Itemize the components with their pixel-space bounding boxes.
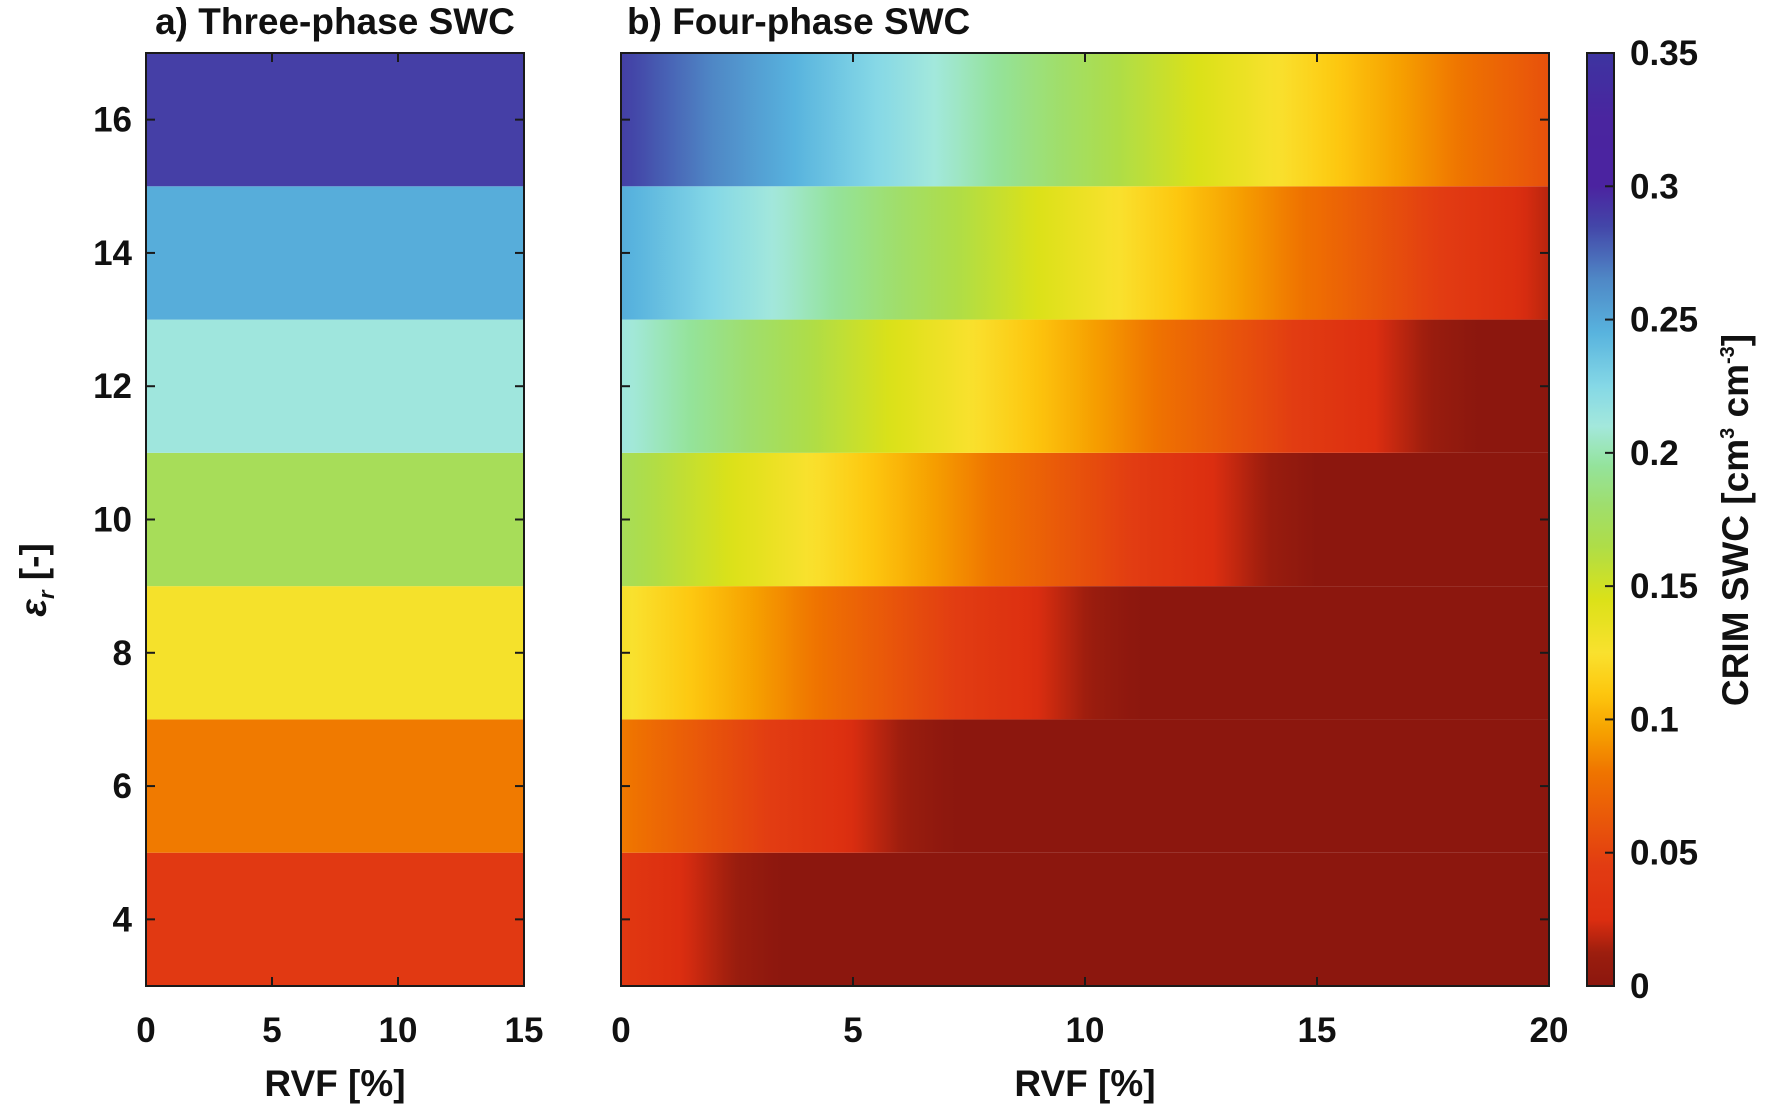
panel-a-title: a) Three-phase SWC — [155, 1, 515, 42]
panel-b-row-er-12 — [621, 319, 1549, 453]
panel-a-x-tick-label: 5 — [262, 1011, 281, 1050]
panel-b-x-tick-label: 20 — [1530, 1011, 1569, 1050]
colorbar-tick-label: 0.15 — [1630, 567, 1698, 606]
colorbar-label-sup2: -3 — [1717, 346, 1739, 364]
y-tick-label: 14 — [93, 234, 132, 273]
panel-a-row-er-12 — [146, 319, 524, 453]
svg-text:CRIM SWC [cm3 cm-3]: CRIM SWC [cm3 cm-3] — [1715, 334, 1756, 706]
y-axis-label-subscript: r — [34, 589, 59, 599]
panel-b-row-er-6 — [621, 719, 1549, 853]
y-tick-label: 6 — [113, 767, 132, 806]
panel-b-x-axis-label: RVF [%] — [1014, 1063, 1155, 1104]
y-tick-label: 10 — [93, 501, 132, 540]
colorbar-tick-label: 0.05 — [1630, 834, 1698, 873]
panel-b-row-er-10 — [621, 452, 1549, 587]
y-axis-label-unit: [-] — [13, 543, 54, 590]
panel-b-x-tick-label: 0 — [611, 1011, 630, 1050]
panel-b-ticks: 0 5 10 15 20 — [611, 53, 1568, 1050]
svg-text:εr [-]: εr [-] — [13, 543, 59, 617]
panel-b-row-er-14 — [621, 186, 1549, 320]
colorbar-label-end: ] — [1715, 334, 1756, 346]
colorbar-ticks: 0 0.05 0.1 0.15 0.2 0.25 0.3 0.35 — [1605, 34, 1698, 1006]
panel-b-heatmap — [621, 53, 1549, 986]
y-axis-label-symbol: ε — [13, 598, 54, 617]
panel-a-row-er-16 — [146, 53, 524, 187]
colorbar-label: CRIM SWC [cm3 cm-3] — [1715, 334, 1756, 706]
y-tick-label: 12 — [93, 367, 132, 406]
panel-a-row-er-14 — [146, 186, 524, 320]
panel-a-x-tick-label: 15 — [505, 1011, 544, 1050]
colorbar-tick-label: 0 — [1630, 967, 1649, 1006]
panel-b-row-er-16 — [621, 53, 1549, 187]
colorbar-tick-label: 0.3 — [1630, 167, 1679, 206]
colorbar-tick-label: 0.1 — [1630, 700, 1679, 739]
panel-b-x-tick-label: 5 — [843, 1011, 862, 1050]
y-axis-label: εr [-] — [13, 543, 59, 617]
panel-a-x-axis-label: RVF [%] — [264, 1063, 405, 1104]
colorbar-label-sup1: 3 — [1717, 428, 1739, 439]
panel-b-x-tick-label: 10 — [1066, 1011, 1105, 1050]
panel-a-row-er-10 — [146, 452, 524, 587]
colorbar-label-main: CRIM SWC [cm — [1715, 439, 1756, 706]
panel-b-x-tick-label: 15 — [1298, 1011, 1337, 1050]
colorbar-label-mid: cm — [1715, 364, 1756, 428]
y-tick-label: 8 — [113, 634, 132, 673]
colorbar — [1586, 52, 1615, 987]
colorbar-tick-label: 0.35 — [1630, 34, 1698, 73]
panel-a-row-er-6 — [146, 719, 524, 853]
panel-a-row-er-4 — [146, 852, 524, 986]
panel-a-row-er-8 — [146, 586, 524, 720]
y-tick-label: 4 — [113, 900, 133, 939]
panel-b-row-er-8 — [621, 586, 1549, 720]
panel-a-x-tick-label: 0 — [136, 1011, 155, 1050]
panel-b-row-er-4 — [621, 852, 1549, 986]
panel-b-title: b) Four-phase SWC — [627, 1, 970, 42]
colorbar-tick-label: 0.2 — [1630, 434, 1679, 473]
y-tick-label: 16 — [93, 101, 132, 140]
colorbar-tick-label: 0.25 — [1630, 301, 1698, 340]
panel-a-heatmap — [146, 53, 524, 986]
panel-a-x-tick-label: 10 — [379, 1011, 418, 1050]
panel-a-ticks: 0 5 10 15 4 6 8 10 12 14 16 — [93, 53, 543, 1050]
